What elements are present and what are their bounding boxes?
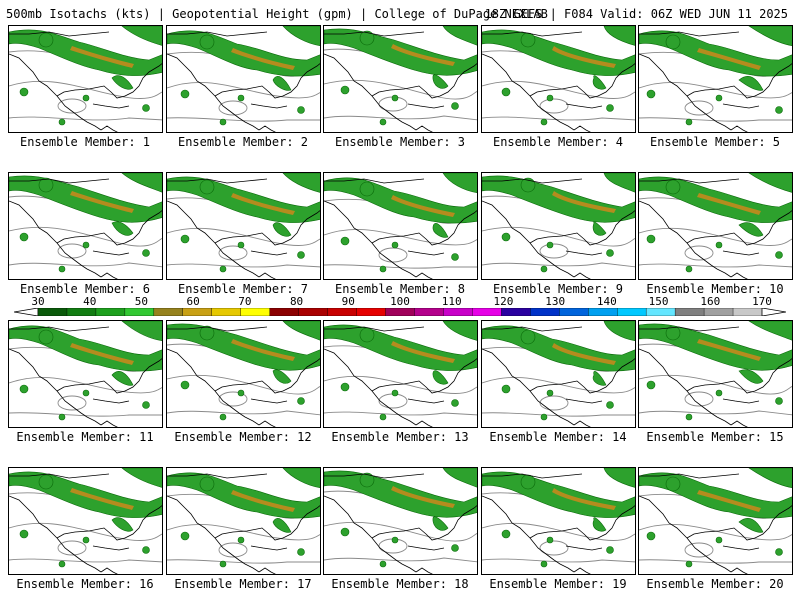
colorbar-swatch: [37, 308, 68, 316]
colorbar-swatch: [472, 308, 503, 316]
colorbar-swatch: [385, 308, 416, 316]
colorbar-swatch: [645, 308, 676, 316]
header-title: 500mb Isotachs (kts) | Geopotential Heig…: [6, 7, 548, 21]
ensemble-member-label: Ensemble Member: 9: [492, 282, 624, 296]
ensemble-member-label: Ensemble Member: 1: [19, 135, 151, 149]
colorbar-swatch: [124, 308, 155, 316]
ensemble-map-20: [638, 467, 793, 575]
ensemble-member-label: Ensemble Member: 7: [177, 282, 309, 296]
ensemble-map-16: [8, 467, 163, 575]
ensemble-member-label: Ensemble Member: 14: [489, 430, 627, 444]
colorbar-swatch: [501, 308, 532, 316]
colorbar-tick-label: 90: [341, 295, 355, 308]
colorbar-tick-label: 160: [700, 295, 721, 308]
ensemble-member-label: Ensemble Member: 5: [649, 135, 781, 149]
colorbar: 30 40 50 60 70 80 90 100 110 120 130 140 150 160 170: [0, 296, 800, 320]
colorbar-swatch: [559, 308, 589, 316]
colorbar-tick-label: 40: [83, 295, 97, 308]
colorbar-swatch: [269, 308, 300, 316]
ensemble-member-label: Ensemble Member: 18: [331, 577, 469, 591]
ensemble-map-18: [323, 467, 478, 575]
map-header: 500mb Isotachs (kts) | Geopotential Heig…: [6, 6, 796, 22]
colorbar-max-arrow: [761, 308, 786, 316]
colorbar-swatch: [211, 308, 242, 316]
colorbar-tick-label: 150: [648, 295, 669, 308]
ensemble-member-label: Ensemble Member: 15: [646, 430, 784, 444]
colorbar-swatch: [443, 308, 474, 316]
colorbar-swatch: [356, 308, 387, 316]
colorbar-tick-label: 60: [186, 295, 200, 308]
colorbar-swatch: [732, 308, 763, 316]
ensemble-map-15: [638, 320, 793, 428]
colorbar-tick-label: 110: [441, 295, 462, 308]
ensemble-map-5: [638, 25, 793, 133]
ensemble-map-12: [166, 320, 321, 428]
ensemble-map-3: [323, 25, 478, 133]
ensemble-member-label: Ensemble Member: 8: [334, 282, 466, 296]
colorbar-tick-label: 30: [31, 295, 45, 308]
colorbar-swatch: [298, 308, 329, 316]
ensemble-member-label: Ensemble Member: 10: [646, 282, 784, 296]
ensemble-member-label: Ensemble Member: 19: [489, 577, 627, 591]
colorbar-swatch: [703, 308, 734, 316]
colorbar-tick-label: 50: [134, 295, 149, 308]
ensemble-member-label: Ensemble Member: 13: [331, 430, 469, 444]
ensemble-map-4: [481, 25, 636, 133]
colorbar-tick-label: 130: [545, 295, 566, 308]
ensemble-map-13: [323, 320, 478, 428]
ensemble-member-label: Ensemble Member: 17: [174, 577, 312, 591]
ensemble-map-8: [323, 172, 478, 280]
ensemble-map-6: [8, 172, 163, 280]
colorbar-swatch: [414, 308, 445, 316]
colorbar-swatch: [530, 308, 560, 316]
colorbar-tick-label: 80: [289, 295, 304, 308]
ensemble-map-2: [166, 25, 321, 133]
ensemble-map-9: [481, 172, 636, 280]
colorbar-tick-label: 120: [493, 295, 514, 308]
ensemble-member-label: Ensemble Member: 6: [19, 282, 151, 296]
ensemble-member-label: Ensemble Member: 20: [646, 577, 784, 591]
colorbar-tick-label: 170: [752, 295, 772, 308]
ensemble-map-11: [8, 320, 163, 428]
ensemble-map-10: [638, 172, 793, 280]
colorbar-scale: [14, 308, 786, 316]
colorbar-swatch: [95, 308, 126, 316]
ensemble-map-7: [166, 172, 321, 280]
ensemble-member-label: Ensemble Member: 2: [177, 135, 309, 149]
ensemble-map-17: [166, 467, 321, 575]
colorbar-min-arrow: [14, 308, 39, 316]
header-run-info: 18Z GEFS | F084 Valid: 06Z WED JUN 11 20…: [484, 7, 788, 21]
ensemble-member-label: Ensemble Member: 3: [334, 135, 466, 149]
colorbar-tick-label: 140: [596, 295, 617, 308]
colorbar-swatch: [674, 308, 705, 316]
ensemble-map-14: [481, 320, 636, 428]
colorbar-swatch: [327, 308, 358, 316]
ensemble-map-1: [8, 25, 163, 133]
colorbar-swatch: [66, 308, 97, 316]
ensemble-member-label: Ensemble Member: 12: [174, 430, 312, 444]
colorbar-tick-label: 70: [238, 295, 252, 308]
ensemble-member-label: Ensemble Member: 16: [16, 577, 154, 591]
colorbar-swatch: [588, 308, 618, 316]
colorbar-swatch: [617, 308, 647, 316]
colorbar-swatch: [240, 308, 271, 316]
colorbar-swatch: [153, 308, 184, 316]
ensemble-map-19: [481, 467, 636, 575]
ensemble-member-label: Ensemble Member: 4: [492, 135, 624, 149]
colorbar-tick-label: 100: [390, 295, 410, 308]
colorbar-swatch: [182, 308, 213, 316]
ensemble-member-label: Ensemble Member: 11: [16, 430, 154, 444]
